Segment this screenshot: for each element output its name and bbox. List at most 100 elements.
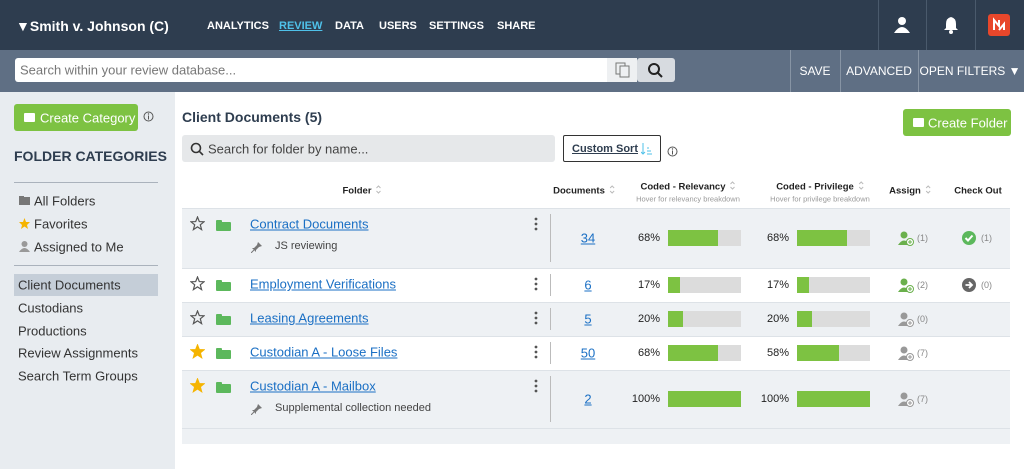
column-header[interactable]: Documents (553, 185, 615, 197)
quick-icon (18, 194, 31, 207)
search-icon (190, 142, 204, 156)
sort-arrows (376, 185, 382, 197)
separator (926, 0, 927, 50)
category-link[interactable]: Review Assignments (18, 345, 138, 361)
assign-icon[interactable] (898, 277, 914, 293)
label: Create Category (40, 110, 136, 126)
placeholder: Search for folder by name... (208, 141, 369, 157)
search-action[interactable]: SAVE (799, 64, 831, 78)
nav-item[interactable]: USERS (379, 20, 417, 32)
quick-link[interactable]: Favorites (34, 216, 88, 232)
quick-link[interactable]: Assigned to Me (34, 239, 124, 255)
user-icon[interactable] (893, 16, 911, 34)
main-title: Client Documents (5) (182, 109, 323, 125)
table-row (182, 336, 1010, 370)
assign-icon[interactable] (898, 230, 914, 246)
progress-track (668, 277, 741, 293)
folder-icon (24, 113, 35, 122)
column-header[interactable]: Coded - Privilege (776, 181, 864, 193)
document-count[interactable]: 5 (584, 311, 592, 327)
category-link[interactable]: Custodians (18, 300, 84, 316)
favorite-star[interactable] (189, 215, 206, 231)
placeholder: Search within your review database... (20, 62, 237, 78)
favorite-star[interactable] (189, 377, 206, 393)
pin-icon (250, 402, 263, 416)
separator (790, 50, 791, 92)
progress-track (797, 277, 870, 293)
row-menu[interactable] (533, 277, 539, 291)
row-menu[interactable] (533, 379, 539, 393)
separator (878, 0, 879, 50)
folder-icon (216, 312, 231, 325)
favorite-star[interactable] (189, 275, 206, 291)
folder-search[interactable]: Search for folder by name... (182, 135, 555, 162)
copy-button[interactable] (607, 58, 637, 82)
percent-label: 20% (766, 313, 789, 325)
document-count[interactable]: 6 (584, 277, 592, 293)
assign-icon[interactable] (898, 345, 914, 361)
sort-icon (640, 142, 653, 156)
quick-link[interactable]: All Folders (34, 193, 96, 209)
search-action[interactable]: ADVANCED (846, 64, 912, 78)
logo[interactable] (988, 14, 1010, 36)
percent-label: 68% (637, 232, 660, 244)
nav-item[interactable]: DATA (335, 20, 364, 32)
create-category[interactable]: Create Category (14, 104, 138, 131)
case-name[interactable]: ▼Smith v. Johnson (C) (16, 18, 169, 34)
category-link[interactable]: Search Term Groups (18, 368, 138, 384)
folder-name[interactable]: Custodian A - Loose Files (250, 344, 398, 360)
search-input[interactable]: Search within your review database... (15, 58, 607, 82)
row-menu[interactable] (533, 345, 539, 359)
quick-icon (18, 217, 31, 230)
folder-icon (216, 278, 231, 291)
column-header[interactable]: Coded - Relevancy (641, 181, 736, 193)
row-menu[interactable] (533, 217, 539, 231)
sidebar-heading: FOLDER CATEGORIES (14, 148, 167, 164)
table-row (182, 302, 1010, 336)
document-count[interactable]: 2 (584, 391, 592, 407)
category-link[interactable]: Productions (18, 323, 87, 339)
row-menu[interactable] (533, 311, 539, 325)
assign-count: (0) (917, 314, 928, 324)
favorite-star[interactable] (189, 343, 206, 359)
create-folder[interactable]: Create Folder (903, 109, 1011, 136)
nav-item[interactable]: SETTINGS (429, 20, 485, 32)
folder-note: Supplemental collection needed (275, 402, 431, 414)
top-bar (0, 0, 1024, 50)
nav-item[interactable]: SHARE (497, 20, 536, 32)
percent-label: 17% (637, 279, 660, 291)
progress-bar (668, 277, 681, 293)
nav-item[interactable]: REVIEW (279, 20, 323, 32)
folder-name[interactable]: Employment Verifications (250, 276, 396, 292)
column-header[interactable]: Folder (342, 185, 381, 197)
custom-sort[interactable]: Custom Sort (563, 135, 661, 162)
bell-icon[interactable] (943, 16, 959, 34)
progress-bar (797, 391, 870, 407)
folder-name[interactable]: Custodian A - Mailbox (250, 378, 376, 394)
checkout-count: (0) (981, 280, 992, 290)
assign-icon[interactable] (898, 391, 914, 407)
column-header: Check Out (954, 185, 1002, 197)
progress-bar (668, 345, 718, 361)
folder-note: JS reviewing (275, 240, 338, 252)
progress-bar (797, 345, 840, 361)
document-count[interactable]: 34 (580, 230, 596, 246)
folder-name[interactable]: Contract Documents (250, 216, 369, 232)
search-action[interactable]: OPEN FILTERS ▼ (919, 64, 1021, 78)
column-header[interactable]: Assign (889, 185, 931, 197)
document-count[interactable]: 50 (580, 345, 596, 361)
nav-item[interactable]: ANALYTICS (207, 20, 269, 32)
checkout-icon[interactable] (962, 278, 976, 292)
table-row (182, 370, 1010, 428)
assign-icon[interactable] (898, 311, 914, 327)
favorite-star[interactable] (189, 309, 206, 325)
percent-label: 68% (766, 232, 789, 244)
column-divider (550, 274, 551, 296)
percent-label: 100% (760, 393, 789, 405)
checkout-icon[interactable] (962, 231, 976, 245)
progress-bar (797, 277, 810, 293)
category-link[interactable]: Client Documents (18, 277, 121, 293)
table-row (182, 268, 1010, 302)
search-button[interactable] (637, 58, 675, 82)
folder-name[interactable]: Leasing Agreements (250, 310, 369, 326)
